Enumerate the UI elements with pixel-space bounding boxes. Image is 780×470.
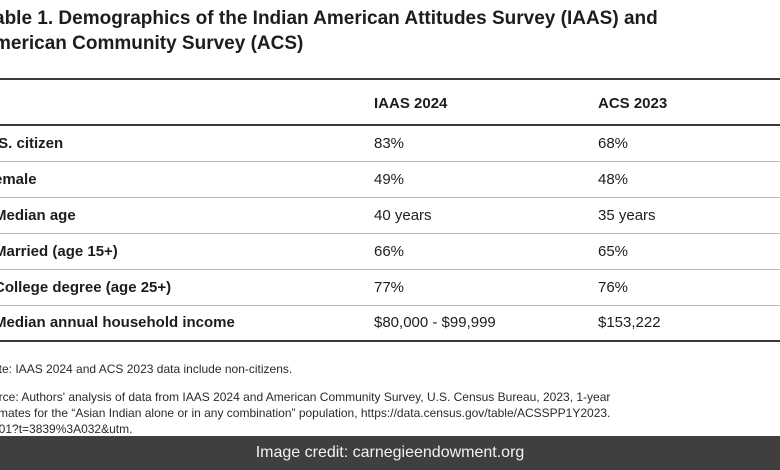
- source-line-1: urce: Authors' analysis of data from IAA…: [0, 390, 611, 404]
- table-header-rule: [0, 124, 780, 126]
- row-divider: [0, 305, 780, 306]
- row-label: Median age: [0, 207, 76, 224]
- acs-value: 65%: [598, 243, 629, 260]
- table-top-rule: [0, 78, 780, 80]
- row-divider: [0, 161, 780, 162]
- iaas-value: $80,000 - $99,999: [374, 314, 496, 331]
- row-label: emale: [0, 171, 37, 188]
- acs-value: 68%: [598, 135, 629, 152]
- image-credit-text: Image credit: carnegieendowment.org: [255, 444, 525, 461]
- source-line-3: 201?t=3839%3A032&utm.: [0, 422, 133, 436]
- iaas-value: 66%: [374, 243, 405, 260]
- column-header-iaas-2024: IAAS 2024: [374, 95, 448, 112]
- column-header-acs-2023: ACS 2023: [598, 95, 668, 112]
- table-row: Median age 40 years 35 years: [0, 198, 780, 234]
- acs-value: 48%: [598, 171, 629, 188]
- acs-value: 76%: [598, 279, 629, 296]
- table-title-line-1: able 1. Demographics of the Indian Ameri…: [0, 8, 658, 29]
- row-label: Median annual household income: [0, 314, 235, 331]
- table-row: Married (age 15+) 66% 65%: [0, 234, 780, 270]
- iaas-value: 40 years: [374, 207, 432, 224]
- table-title: able 1. Demographics of the Indian Ameri…: [0, 6, 780, 56]
- table-bottom-rule: [0, 340, 780, 342]
- document-image: able 1. Demographics of the Indian Ameri…: [0, 6, 780, 436]
- row-divider: [0, 197, 780, 198]
- row-label: Married (age 15+): [0, 243, 118, 260]
- iaas-value: 83%: [374, 135, 405, 152]
- row-label: College degree (age 25+): [0, 279, 172, 296]
- source-line-2: timates for the “Asian Indian alone or i…: [0, 406, 611, 420]
- row-divider: [0, 269, 780, 270]
- table-row: Median annual household income $80,000 -…: [0, 305, 780, 341]
- table-row: College degree (age 25+) 77% 76%: [0, 270, 780, 306]
- iaas-value: 77%: [374, 279, 405, 296]
- table-row: .S. citizen 83% 68%: [0, 126, 780, 162]
- image-credit-bar: Image credit: carnegieendowment.org: [0, 436, 780, 470]
- table-title-line-2: merican Community Survey (ACS): [0, 33, 304, 54]
- row-label: .S. citizen: [0, 135, 64, 152]
- row-divider: [0, 233, 780, 234]
- table-note: ote: IAAS 2024 and ACS 2023 data include…: [0, 362, 293, 376]
- iaas-value: 49%: [374, 171, 405, 188]
- acs-value: 35 years: [598, 207, 656, 224]
- acs-value: $153,222: [598, 314, 661, 331]
- table-row: emale 49% 48%: [0, 162, 780, 198]
